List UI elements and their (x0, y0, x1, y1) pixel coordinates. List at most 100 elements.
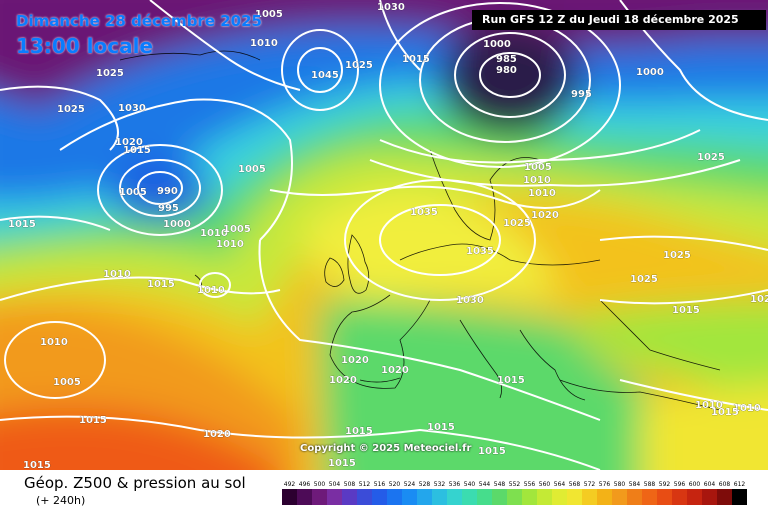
scale-swatch (312, 489, 327, 505)
scale-tick-label: 512 (359, 481, 371, 488)
pressure-label: 1015 (8, 219, 36, 230)
scale-tick-label: 608 (719, 481, 731, 488)
scale-tick-label: 584 (629, 481, 641, 488)
scale-swatch (462, 489, 477, 505)
geopotential-map: 1005 1030 1025 1010 1045 1015 1030 1025 … (0, 0, 768, 470)
pressure-label: 1015 (328, 458, 356, 469)
pressure-label: 1000 (483, 39, 511, 50)
scale-tick-label: 580 (614, 481, 626, 488)
scale-tick-label: 552 (509, 481, 521, 488)
scale-swatch (417, 489, 432, 505)
pressure-label: 1025 (96, 68, 124, 79)
scale-tick-label: 568 (569, 481, 581, 488)
scale-swatch (657, 489, 672, 505)
scale-swatch (447, 489, 462, 505)
pressure-label: 1010 (695, 400, 723, 411)
scale-tick-label: 588 (644, 481, 656, 488)
pressure-label: 1025 (345, 60, 373, 71)
scale-swatch (282, 489, 297, 505)
pressure-label: 980 (496, 65, 517, 76)
pressure-label: 995 (158, 203, 179, 214)
pressure-label: 1015 (711, 407, 739, 418)
scale-swatch (552, 489, 567, 505)
legend-footer: Géop. Z500 & pression au sol (+ 240h) 49… (0, 470, 768, 512)
scale-tick-label: 612 (734, 481, 746, 488)
pressure-label: 1030 (118, 103, 146, 114)
scale-swatch (702, 489, 717, 505)
forecast-time: 13:00 locale (16, 34, 153, 58)
pressure-label: 1005 (238, 164, 266, 175)
pressure-label: 1035 (410, 207, 438, 218)
scale-swatch (687, 489, 702, 505)
color-scale: 492 496 500 504 508 512 516 520 524 528 532 536 540 5… (282, 481, 747, 505)
pressure-label: 1010 (200, 228, 228, 239)
scale-swatch (432, 489, 447, 505)
scale-tick-label: 548 (494, 481, 506, 488)
scale-tick-label: 592 (659, 481, 671, 488)
scale-swatch (342, 489, 357, 505)
scale-swatch (507, 489, 522, 505)
pressure-label: 1015 (345, 426, 373, 437)
scale-tick-label: 572 (584, 481, 596, 488)
scale-swatch (402, 489, 417, 505)
scale-tick-label: 556 (524, 481, 536, 488)
pressure-label: 1020 (531, 210, 559, 221)
scale-swatch (477, 489, 492, 505)
pressure-label: 985 (496, 54, 517, 65)
pressure-label: 1015 (23, 460, 51, 470)
pressure-label: 1035 (466, 246, 494, 257)
scale-tick-label: 576 (599, 481, 611, 488)
scale-tick-label: 508 (344, 481, 356, 488)
scale-tick-label: 536 (449, 481, 461, 488)
scale-tick-label: 516 (374, 481, 386, 488)
scale-tick-label: 520 (389, 481, 401, 488)
forecast-date: Dimanche 28 décembre 2025 (16, 12, 262, 30)
pressure-label: 1020 (341, 355, 369, 366)
scale-swatch (582, 489, 597, 505)
scale-tick-label: 524 (404, 481, 416, 488)
scale-swatch (357, 489, 372, 505)
pressure-label: 1030 (456, 295, 484, 306)
scale-swatch (627, 489, 642, 505)
pressure-label: 1010 (733, 403, 761, 414)
pressure-label: 1030 (377, 2, 405, 13)
scale-tick-label: 596 (674, 481, 686, 488)
pressure-label: 1010 (523, 175, 551, 186)
pressure-label: 1015 (497, 375, 525, 386)
scale-swatch (612, 489, 627, 505)
pressure-label: 1010 (197, 285, 225, 296)
pressure-label: 1025 (630, 274, 658, 285)
isobars (0, 0, 768, 470)
scale-tick-label: 528 (419, 481, 431, 488)
scale-tick-label: 540 (464, 481, 476, 488)
scale-swatch (597, 489, 612, 505)
pressure-label: 1000 (163, 219, 191, 230)
pressure-label: 1025 (57, 104, 85, 115)
pressure-label: 995 (571, 89, 592, 100)
pressure-label: 1020 (381, 365, 409, 376)
scale-tick-label: 504 (329, 481, 341, 488)
scale-swatch (522, 489, 537, 505)
pressure-label: 1015 (123, 145, 151, 156)
pressure-label: 1020 (750, 294, 768, 305)
scale-swatch (537, 489, 552, 505)
pressure-label: 1015 (402, 54, 430, 65)
pressure-labels: 1005 1030 1025 1010 1045 1015 1030 1025 … (8, 2, 768, 470)
pressure-label: 1015 (672, 305, 700, 316)
pressure-label: 1005 (255, 9, 283, 20)
pressure-label: 1005 (223, 224, 251, 235)
pressure-label: 1015 (147, 279, 175, 290)
copyright-notice: Copyright © 2025 Meteociel.fr (300, 443, 472, 454)
scale-swatch (372, 489, 387, 505)
forecast-lead-time: (+ 240h) (36, 494, 86, 507)
pressure-label: 1025 (503, 218, 531, 229)
pressure-label: 1025 (697, 152, 725, 163)
pressure-label: 1025 (663, 250, 691, 261)
pressure-label: 1010 (250, 38, 278, 49)
pressure-label: 1020 (329, 375, 357, 386)
scale-tick-label: 492 (284, 481, 296, 488)
pressure-label: 1010 (216, 239, 244, 250)
model-run-banner: Run GFS 12 Z du Jeudi 18 décembre 2025 (472, 10, 766, 30)
pressure-label: 1005 (53, 377, 81, 388)
scale-tick-label: 560 (539, 481, 551, 488)
